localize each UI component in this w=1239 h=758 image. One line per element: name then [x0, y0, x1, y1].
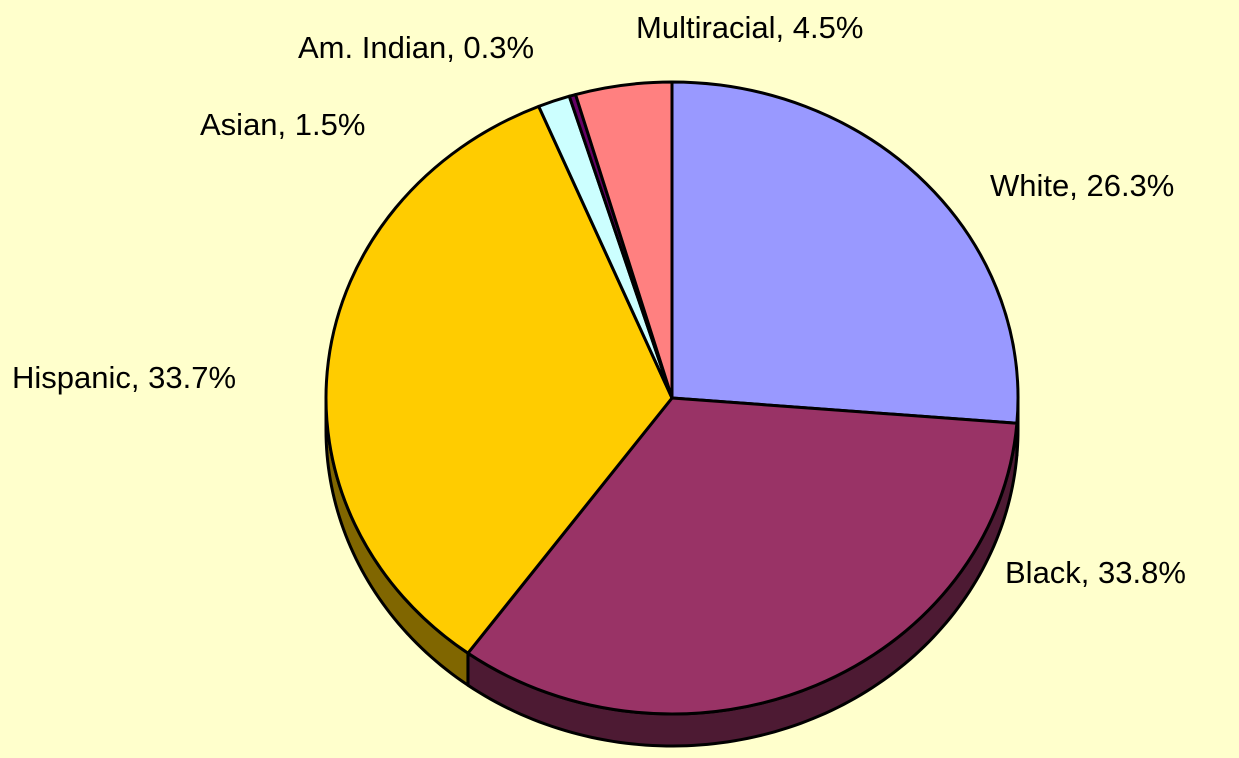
- data-label: White, 26.3%: [990, 168, 1174, 203]
- data-label: Multiracial, 4.5%: [636, 10, 863, 45]
- slice: [670, 80, 1020, 425]
- data-label: Black, 33.8%: [1005, 555, 1186, 590]
- data-label: Am. Indian, 0.3%: [298, 30, 534, 65]
- slice: [466, 396, 1019, 716]
- slice: [324, 104, 674, 655]
- data-label: Hispanic, 33.7%: [12, 360, 236, 395]
- data-label: Asian, 1.5%: [200, 107, 365, 142]
- slice: [574, 80, 674, 400]
